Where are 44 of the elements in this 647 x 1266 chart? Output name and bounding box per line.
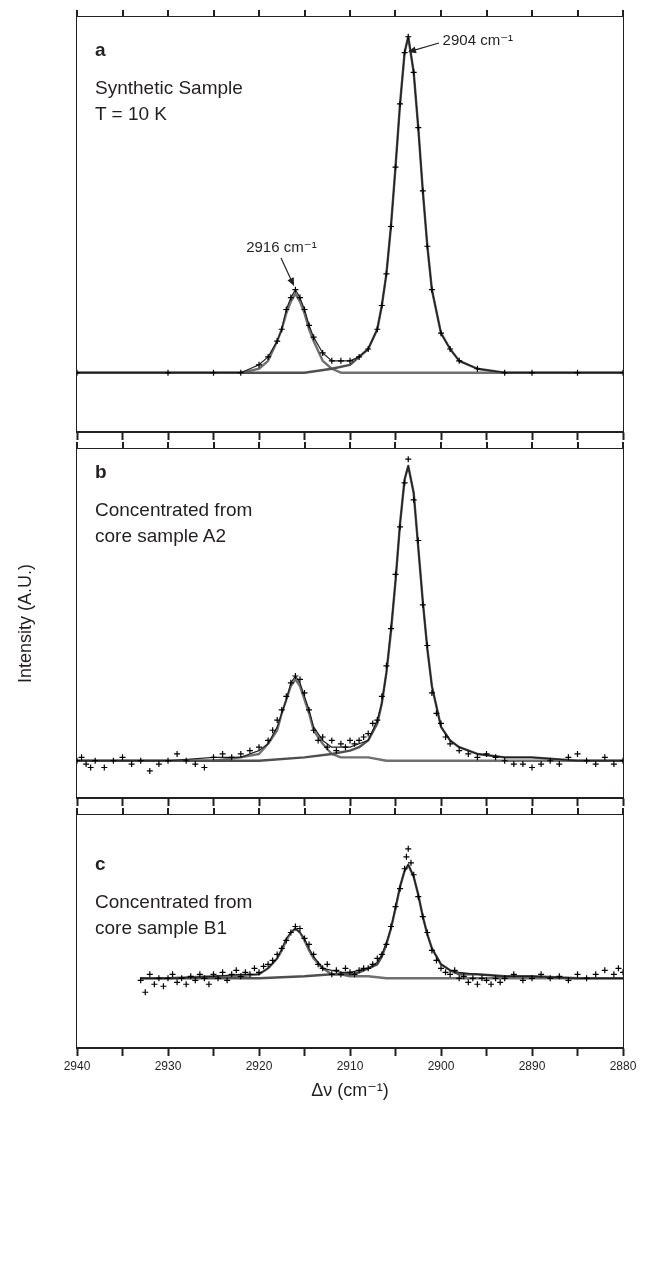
point bbox=[346, 357, 354, 365]
x-tick-label: 2930 bbox=[154, 1058, 182, 1073]
annotation: 2916 cm⁻¹ bbox=[246, 237, 317, 255]
point bbox=[382, 270, 390, 278]
point bbox=[310, 333, 318, 341]
point bbox=[428, 286, 436, 294]
annotation: b bbox=[95, 461, 107, 483]
annotation: c bbox=[95, 853, 106, 875]
annotation: Synthetic Sample bbox=[95, 77, 243, 99]
annotation: Concentrated from bbox=[95, 499, 253, 521]
point bbox=[364, 345, 372, 353]
point bbox=[446, 345, 454, 353]
point bbox=[328, 357, 336, 365]
point bbox=[264, 353, 272, 361]
annotation: Concentrated from bbox=[95, 891, 253, 913]
point bbox=[437, 329, 445, 337]
point bbox=[387, 222, 395, 231]
annotation: core sample B1 bbox=[95, 917, 228, 939]
x-tick-label: 2900 bbox=[427, 1058, 455, 1073]
x-tick-label: 2880 bbox=[609, 1058, 637, 1073]
point bbox=[355, 353, 363, 361]
point bbox=[396, 100, 404, 108]
point bbox=[319, 349, 327, 357]
y-axis-title: Intensity (A.U.) bbox=[14, 563, 35, 684]
point bbox=[378, 301, 386, 310]
annotation: T = 10 K bbox=[95, 103, 168, 125]
point bbox=[273, 337, 281, 345]
annotation: 2904 cm⁻¹ bbox=[442, 30, 514, 48]
point bbox=[305, 321, 313, 329]
point bbox=[255, 361, 263, 369]
point bbox=[337, 357, 345, 365]
point bbox=[164, 369, 172, 377]
x-tick-label: 2910 bbox=[336, 1058, 364, 1073]
x-tick-label: 2940 bbox=[63, 1058, 91, 1073]
annotation: core sample A2 bbox=[95, 525, 226, 547]
x-tick-label: 2920 bbox=[245, 1058, 273, 1073]
point bbox=[296, 294, 304, 302]
x-axis-title: Δν (cm⁻¹) bbox=[311, 1080, 389, 1101]
x-tick-label: 2890 bbox=[518, 1058, 546, 1073]
point bbox=[287, 294, 295, 302]
point bbox=[528, 369, 536, 377]
annotation: a bbox=[95, 39, 106, 61]
point bbox=[419, 187, 427, 195]
point bbox=[455, 357, 463, 365]
